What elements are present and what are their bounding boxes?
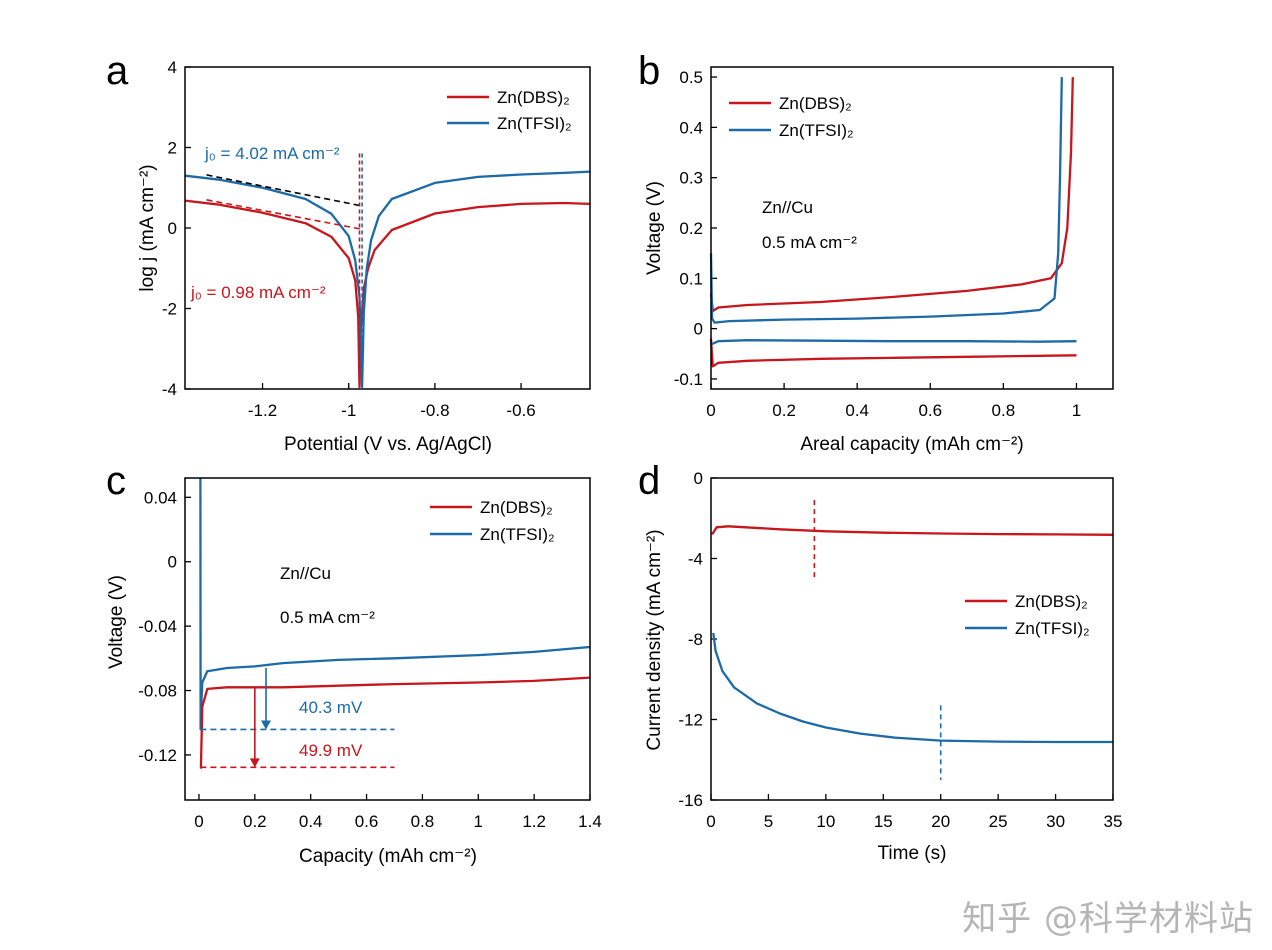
panel-a-frame bbox=[184, 66, 591, 390]
panel-c-ytick-label: -0.04 bbox=[138, 617, 177, 636]
panel-b-frame bbox=[710, 66, 1114, 390]
panel-c-legend-tfsi: Zn(TFSI)₂ bbox=[480, 525, 555, 544]
panel-d-ytick-label: -12 bbox=[678, 711, 703, 730]
panel-c-xlabel: Capacity (mAh cm⁻²) bbox=[299, 846, 477, 867]
panel-a-legend-tfsi: Zn(TFSI)₂ bbox=[497, 114, 572, 133]
panel-a-ytick-label: -2 bbox=[162, 300, 177, 319]
panel-c-xtick-label: 1 bbox=[474, 812, 483, 831]
panel-c-ytick-label: 0 bbox=[168, 553, 177, 572]
panel-b-ytick-label: 0 bbox=[694, 320, 703, 339]
panel-c-arrowhead-tfsi bbox=[261, 720, 271, 730]
panel-c-arrowhead-dbs bbox=[249, 758, 260, 768]
panel-a-xtick-label: -0.8 bbox=[420, 401, 449, 420]
panel-b-ylabel: Voltage (V) bbox=[644, 181, 665, 275]
panel-c-cell-label: Zn//Cu bbox=[280, 564, 331, 583]
panel-c-xtick-label: 0.4 bbox=[299, 812, 323, 831]
panel-c-ylabel: Voltage (V) bbox=[106, 575, 127, 669]
panel-d-series-line bbox=[711, 525, 1114, 536]
panel-d-xtick-label: 5 bbox=[764, 812, 773, 831]
panel-b-xtick-label: 1 bbox=[1072, 401, 1081, 420]
panel-b-xtick-label: 0 bbox=[706, 401, 715, 420]
panel-b-ytick-label: 0.5 bbox=[679, 68, 703, 87]
panel-a-plot: -1.2 -1 -0.8 -0.6 -4 -2 0 2 4 bbox=[162, 58, 591, 420]
panel-d-xtick-label: 0 bbox=[706, 812, 715, 831]
panel-c-xtick-label: 0 bbox=[194, 812, 203, 831]
panel-d-frame bbox=[710, 477, 1114, 801]
panel-a-series-line bbox=[206, 199, 362, 230]
panel-a-j0-dbs: j₀ = 0.98 mA cm⁻² bbox=[190, 283, 326, 302]
panel-a-series-line bbox=[206, 174, 362, 207]
panel-c-series-line bbox=[199, 676, 591, 769]
panel-b-cell-label: Zn//Cu bbox=[762, 198, 813, 217]
panel-c-xtick-label: 1.4 bbox=[578, 812, 602, 831]
panel-b-series-line bbox=[709, 338, 1077, 368]
panel-c-overpotential-dbs: 49.9 mV bbox=[299, 741, 363, 760]
panel-b-ytick-label: -0.1 bbox=[674, 370, 703, 389]
panel-d-ytick-label: -8 bbox=[688, 630, 703, 649]
panel-b-plot: 0 0.2 0.4 0.6 0.8 1-0.100.10.20.30.40.5 bbox=[674, 68, 1081, 420]
panel-b-label: b bbox=[638, 49, 660, 93]
panel-b-xtick-label: 0.6 bbox=[918, 401, 942, 420]
panel-d-legend-dbs: Zn(DBS)₂ bbox=[1015, 592, 1088, 611]
panel-c-label: c bbox=[106, 459, 126, 503]
panel-d-plot: 0 5 10 15 20 25 30 35 -16 -12 -8 -4 0 bbox=[678, 469, 1122, 831]
panel-d-xtick-label: 30 bbox=[1046, 812, 1065, 831]
panel-d-legend-tfsi: Zn(TFSI)₂ bbox=[1015, 619, 1090, 638]
panel-b-series-line bbox=[709, 77, 1063, 324]
panel-a-ytick-label: 4 bbox=[168, 58, 177, 77]
panel-a-xtick-label: -0.6 bbox=[506, 401, 535, 420]
panel-c-ytick-label: 0.04 bbox=[144, 488, 177, 507]
panel-c-xtick-label: 1.2 bbox=[522, 812, 546, 831]
panel-d-xtick-label: 20 bbox=[931, 812, 950, 831]
panel-a-legend-dbs: Zn(DBS)₂ bbox=[497, 88, 570, 107]
panel-d-ylabel: Current density (mA cm⁻²) bbox=[644, 529, 665, 750]
panel-a-ytick-label: 0 bbox=[168, 219, 177, 238]
panel-c-frame bbox=[184, 477, 591, 801]
panel-c-overpotential-tfsi: 40.3 mV bbox=[299, 698, 363, 717]
panel-d-xtick-label: 25 bbox=[989, 812, 1008, 831]
watermark: 知乎 @科学材料站 bbox=[962, 899, 1254, 939]
panel-c-current-label: 0.5 mA cm⁻² bbox=[280, 608, 375, 627]
panel-c-xtick-label: 0.2 bbox=[243, 812, 267, 831]
panel-a-label: a bbox=[106, 49, 129, 93]
panel-a-ylabel: log j (mA cm⁻²) bbox=[137, 164, 158, 291]
panel-d-ytick-label: -16 bbox=[678, 791, 703, 810]
panel-c-xtick-label: 0.8 bbox=[411, 812, 435, 831]
panel-c-plot: 0 0.2 0.4 0.6 0.8 1 1.2 1.4 -0.12 -0.08 -0.04 0 0.04 bbox=[138, 477, 602, 831]
panel-b-series-line bbox=[709, 77, 1074, 313]
panel-b-legend-tfsi: Zn(TFSI)₂ bbox=[779, 121, 854, 140]
panel-a-series-line bbox=[184, 170, 591, 389]
panel-d-xlabel: Time (s) bbox=[878, 843, 947, 864]
panel-a-xlabel: Potential (V vs. Ag/AgCl) bbox=[284, 434, 492, 455]
panel-d-ytick-label: -4 bbox=[688, 550, 703, 569]
panel-d-series-line bbox=[712, 632, 1113, 744]
panel-d-ytick-label: 0 bbox=[694, 469, 703, 488]
panel-c-ytick-label: -0.08 bbox=[138, 682, 177, 701]
panel-b-ytick-label: 0.2 bbox=[679, 219, 703, 238]
panel-b-current-label: 0.5 mA cm⁻² bbox=[762, 233, 857, 252]
panel-d-xtick-label: 35 bbox=[1104, 812, 1123, 831]
panel-a-ytick-label: 2 bbox=[168, 139, 177, 158]
panel-b-ytick-label: 0.3 bbox=[679, 169, 703, 188]
panel-a-ytick-label: -4 bbox=[162, 380, 177, 399]
panel-d-label: d bbox=[638, 459, 660, 503]
panel-b-legend-dbs: Zn(DBS)₂ bbox=[779, 94, 852, 113]
panel-c-legend-dbs: Zn(DBS)₂ bbox=[480, 498, 553, 517]
panel-a-xtick-label: -1 bbox=[341, 401, 356, 420]
panel-a-xtick-label: -1.2 bbox=[248, 401, 277, 420]
panel-b-xtick-label: 0.8 bbox=[992, 401, 1016, 420]
panel-d-xtick-label: 10 bbox=[816, 812, 835, 831]
panel-b-series-line bbox=[711, 339, 1077, 345]
panel-c-ytick-label: -0.12 bbox=[138, 746, 177, 765]
panel-b-xlabel: Areal capacity (mAh cm⁻²) bbox=[800, 434, 1023, 455]
panel-b-xtick-label: 0.4 bbox=[845, 401, 869, 420]
panel-d-xtick-label: 15 bbox=[874, 812, 893, 831]
panel-b-ytick-label: 0.1 bbox=[679, 269, 703, 288]
panel-a-j0-tfsi: j₀ = 4.02 mA cm⁻² bbox=[204, 144, 340, 163]
panel-c-xtick-label: 0.6 bbox=[355, 812, 379, 831]
panel-b-xtick-label: 0.2 bbox=[772, 401, 796, 420]
panel-b-ytick-label: 0.4 bbox=[679, 118, 703, 137]
